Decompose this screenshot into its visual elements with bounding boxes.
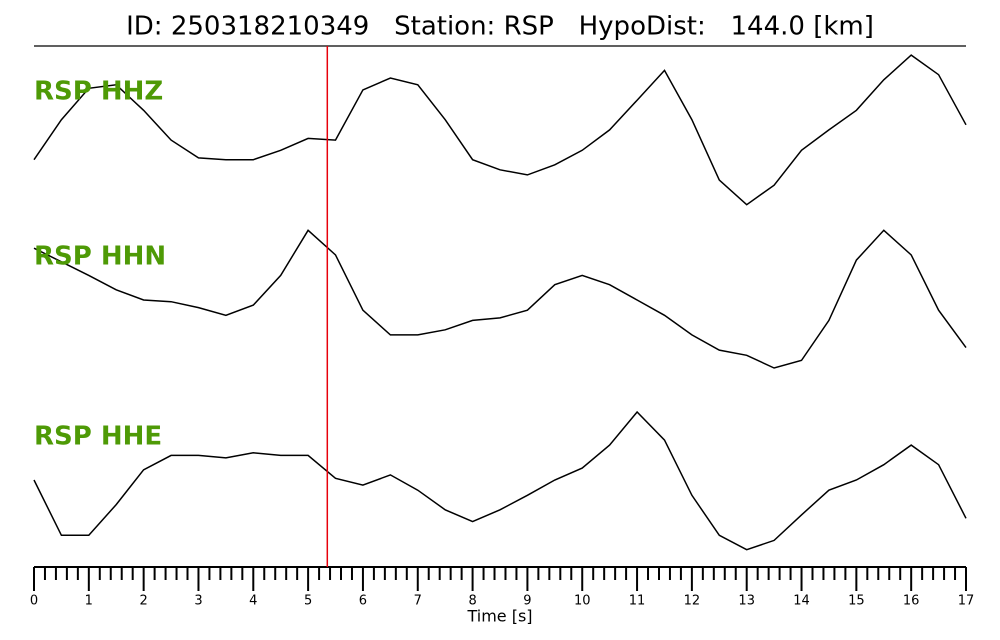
x-tick-label: 6: [359, 594, 367, 609]
x-tick-label: 13: [738, 594, 755, 609]
trace-label: RSP HHN: [34, 242, 166, 272]
x-tick-label: 9: [523, 594, 531, 609]
x-tick-label: 4: [249, 594, 257, 609]
trace-label: RSP HHZ: [34, 77, 163, 107]
x-tick-label: 10: [574, 594, 591, 609]
x-tick-label: 0: [30, 594, 38, 609]
x-tick-label: 5: [304, 594, 312, 609]
x-tick-label: 7: [414, 594, 422, 609]
trace-label: RSP HHE: [34, 422, 162, 452]
x-tick-label: 17: [958, 594, 975, 609]
x-tick-label: 12: [684, 594, 701, 609]
x-tick-label: 1: [85, 594, 93, 609]
trace: [33, 54, 967, 206]
trace: [33, 229, 967, 369]
chart-title: ID: 250318210349 Station: RSP HypoDist: …: [126, 12, 874, 42]
x-tick-label: 3: [194, 594, 202, 609]
x-tick-label: 2: [140, 594, 148, 609]
x-tick-label: 8: [468, 594, 476, 609]
x-axis-label: Time [s]: [466, 607, 532, 626]
x-tick-label: 15: [848, 594, 865, 609]
x-tick-label: 16: [903, 594, 920, 609]
trace: [33, 410, 967, 551]
x-tick-label: 11: [629, 594, 646, 609]
x-tick-label: 14: [793, 594, 810, 609]
